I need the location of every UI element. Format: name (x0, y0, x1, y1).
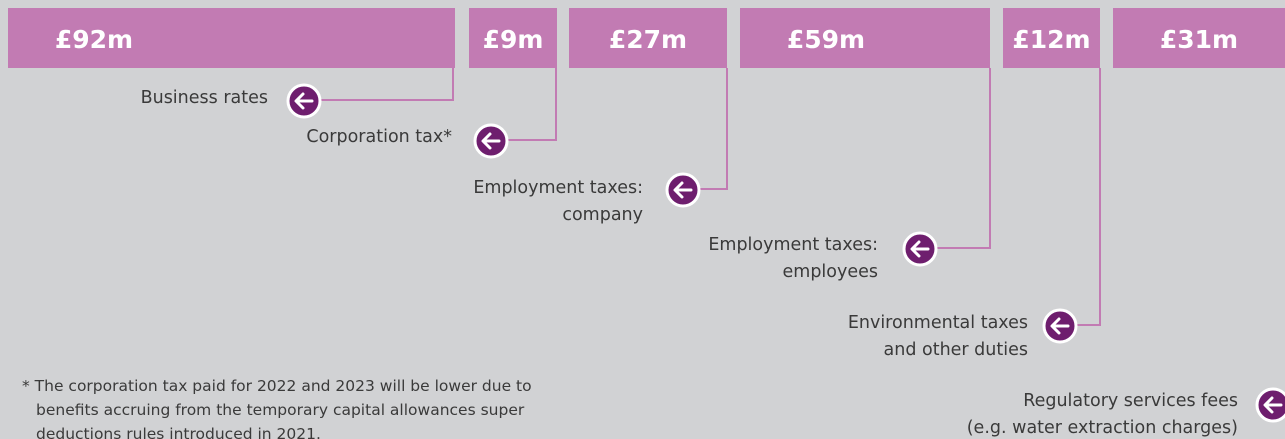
connector (304, 68, 454, 101)
segment-label: Regulatory services fees (1023, 391, 1238, 411)
segment-bar (1113, 8, 1285, 68)
arrow (1050, 317, 1070, 335)
segment-label: employees (783, 262, 879, 282)
segment-value: £27m (609, 25, 687, 54)
segment-label: Employment taxes: (473, 178, 643, 198)
arrow (1263, 396, 1283, 414)
segment-label: Employment taxes: (708, 235, 878, 255)
connector (491, 68, 557, 141)
segment-bar (469, 8, 557, 68)
segment-bar (569, 8, 727, 68)
footnote: deductions rules introduced in 2021. (36, 425, 321, 439)
segment-label: Corporation tax* (306, 127, 452, 147)
arrow (910, 240, 930, 258)
footnote: * The corporation tax paid for 2022 and … (22, 377, 532, 395)
segment-value: £31m (1160, 25, 1238, 54)
footnote: benefits accruing from the temporary cap… (36, 401, 525, 419)
arrow (673, 181, 693, 199)
segment-value: £92m (55, 25, 133, 54)
segment-value: £12m (1012, 25, 1090, 54)
segment-label: Business rates (141, 88, 268, 108)
segment-bar (1003, 8, 1100, 68)
segment-label: Environmental taxes (848, 313, 1028, 333)
segment-bar (740, 8, 990, 68)
arrow (481, 132, 501, 150)
arrow (294, 92, 314, 110)
segment-value: £59m (787, 25, 865, 54)
segment-bar (8, 8, 455, 68)
segment-label: company (562, 205, 643, 225)
connector (920, 68, 991, 249)
segment-value: £9m (483, 25, 544, 54)
segment-label: (e.g. water extraction charges) (967, 418, 1238, 438)
segment-label: and other duties (884, 340, 1028, 360)
